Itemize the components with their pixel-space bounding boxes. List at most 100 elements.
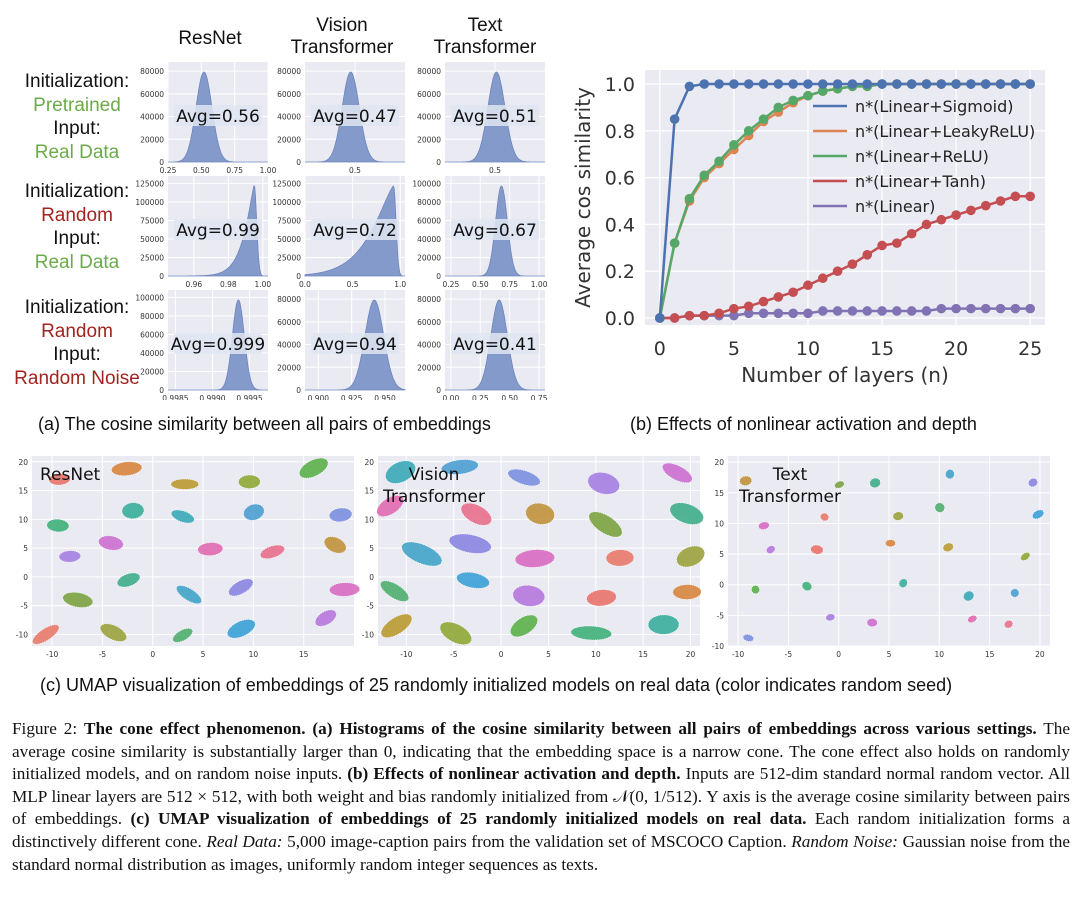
umap-cluster	[672, 584, 702, 600]
avg-label: Avg=0.999	[171, 335, 265, 355]
hist-ytick-label: 0	[436, 386, 441, 395]
data-point	[936, 214, 947, 225]
data-point	[951, 79, 961, 89]
umap-cluster	[380, 613, 413, 638]
histogram-0-2: 0 20000 40000 60000 80000 0.5 Avg=0.51	[417, 62, 545, 175]
umap-plot-1: 20 15 10 5 0 -5 -10 -10 -5 0 5 10 15 20 VisionTransfor…	[362, 456, 705, 659]
avg-label: Avg=0.94	[313, 335, 397, 355]
avg-label: Avg=0.56	[176, 107, 260, 127]
data-point	[729, 140, 739, 150]
avg-label-box	[311, 219, 399, 240]
umap-cluster	[766, 545, 776, 554]
data-point	[714, 308, 724, 319]
umap-cluster	[62, 592, 94, 608]
hist-xtick-label: 0.5	[349, 166, 361, 175]
col-head-vision-transformer: Vision Transformer	[290, 15, 394, 58]
data-point	[921, 219, 932, 230]
hist-xtick-label: 1.0	[394, 280, 406, 289]
hist-distribution	[168, 299, 268, 391]
y-tick-label: 0.8	[605, 121, 635, 143]
data-point	[758, 79, 769, 89]
hist-ytick-label: 60000	[417, 216, 441, 225]
umap-cluster	[401, 541, 443, 567]
data-point	[1010, 303, 1021, 314]
hist-xtick-label: 0.5	[489, 166, 501, 175]
umap-ytick-label: 15	[18, 487, 28, 496]
row-label-init-value: Random	[41, 204, 113, 226]
row-label-input-value: Real Data	[34, 141, 120, 163]
hist-xtick-label: 0.25	[472, 394, 489, 400]
subcaption-b: (b) Effects of nonlinear activation and …	[630, 414, 977, 434]
data-point	[699, 310, 710, 321]
umap-cluster	[1004, 620, 1014, 629]
hist-ytick-label: 20000	[140, 367, 164, 376]
umap-cluster	[570, 625, 612, 641]
umap-cluster	[758, 521, 770, 530]
row-label-input-label: Input:	[53, 118, 101, 139]
umap-cluster	[460, 502, 492, 526]
histogram-1-0: 0 25000 50000 75000 100000 125000 0.96 0.98 1.00…	[135, 176, 271, 289]
hist-ytick-label: 80000	[140, 67, 164, 76]
hist-ytick-label: 80000	[417, 67, 441, 76]
histogram-0-0: 0 20000 40000 60000 80000 0.25 0.50 0.75 1.00 Avg…	[140, 62, 277, 175]
hist-ytick-label: 0	[159, 386, 164, 395]
umap-xtick-label: 15	[299, 650, 309, 659]
umap-cluster	[172, 628, 193, 643]
hist-ytick-label: 60000	[417, 318, 441, 327]
umap-xtick-label: 0	[499, 650, 504, 659]
hist-ytick-label: 60000	[140, 90, 164, 99]
row-label-init-label: Initialization:	[24, 181, 130, 202]
umap-xtick-label: -5	[450, 650, 458, 659]
umap-xtick-label: 10	[591, 650, 601, 659]
hist-ytick-label: 0	[436, 158, 441, 167]
caption-b-text2: . Y axis is the average cosine similarit…	[12, 786, 1070, 829]
data-point	[862, 250, 873, 260]
hist-xtick-label: 0.50	[193, 166, 210, 175]
caption-real-text: 5,000 image-caption pairs from the valid…	[287, 831, 787, 851]
plot-background	[645, 70, 1045, 325]
umap-ytick-label: 0	[23, 573, 28, 582]
umap-cluster	[587, 472, 620, 495]
data-point	[684, 193, 695, 204]
y-tick-label: 0.2	[605, 261, 635, 283]
data-point	[684, 310, 695, 321]
umap-cluster	[869, 477, 881, 488]
row-label-2: Initialization: Random Input: Random Noise	[2, 296, 152, 390]
data-point	[743, 126, 754, 136]
umap-plot-2: 20 15 10 5 0 -5 -10 -10 -5 0 5 10 15 20 TextTransforme…	[712, 456, 1050, 659]
hist-ytick-label: 20000	[417, 363, 441, 372]
row-label-input-value: Random Noise	[14, 367, 140, 389]
row-label-1: Initialization: Random Input: Real Data	[2, 180, 152, 274]
data-point	[655, 313, 665, 323]
umap-cluster	[892, 511, 904, 521]
umap-cluster	[1010, 588, 1020, 598]
umap-plot-0: 20 15 10 5 0 -5 -10 -10 -5 0 5 10 15 ResNet	[16, 456, 361, 659]
hist-ytick-label: 60000	[277, 90, 301, 99]
data-point	[995, 303, 1006, 314]
hist-ytick-label: 80000	[417, 295, 441, 304]
hist-ytick-label: 75000	[277, 216, 301, 225]
histogram-2-0: 0 20000 40000 60000 80000 100000 0.9985 0.9990 0…	[135, 290, 268, 400]
histogram-1-1: 0 25000 50000 75000 100000 125000 0.0 0.5 1.0 Avg…	[272, 176, 406, 289]
avg-label: Avg=0.67	[453, 221, 537, 241]
data-point	[877, 240, 887, 251]
umap-xtick-label: 10	[249, 650, 259, 659]
data-point	[803, 90, 813, 101]
hist-ytick-label: 50000	[277, 235, 301, 244]
hist-xtick-label: 0.25	[443, 280, 460, 289]
hist-xtick-label: 0.900	[308, 394, 330, 400]
col-head-resnet: ResNet	[178, 28, 242, 49]
row-label-init-label: Initialization:	[24, 297, 130, 318]
hist-xtick-label: 0.9990	[199, 394, 225, 400]
data-point	[743, 79, 754, 89]
umap-cluster	[228, 578, 254, 597]
umap-cluster	[605, 549, 635, 567]
avg-label-box	[174, 105, 262, 126]
series-0	[655, 79, 1035, 323]
umap-ytick-label: 15	[714, 489, 724, 498]
umap-cluster	[121, 502, 145, 520]
y-axis-label: Average cos similarity	[571, 87, 595, 308]
data-point	[773, 79, 784, 89]
umap-ytick-label: 10	[364, 515, 374, 524]
umap-ytick-label: 5	[369, 544, 374, 553]
